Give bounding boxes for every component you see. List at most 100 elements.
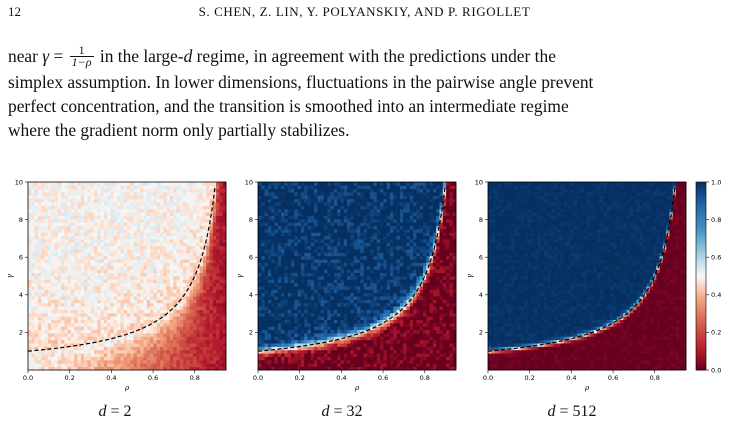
heatmap-cell	[160, 353, 164, 357]
heatmap-cell	[271, 356, 275, 361]
heatmap-cell	[350, 326, 355, 331]
heatmap-cell	[264, 323, 269, 327]
heatmap-cell	[186, 289, 191, 294]
heatmap-cell	[393, 316, 397, 320]
heatmap-cell	[44, 289, 49, 294]
heatmap-cell	[209, 195, 214, 200]
heatmap-cell	[317, 356, 322, 361]
heatmap-cell	[219, 205, 224, 210]
heatmap-cell	[366, 333, 371, 337]
heatmap-cell	[193, 309, 197, 314]
heatmap-cell	[183, 296, 187, 300]
heatmap-cell	[107, 309, 111, 314]
heatmap-cell	[113, 232, 118, 237]
heatmap-cell	[77, 296, 82, 300]
heatmap-cell	[77, 343, 82, 347]
heatmap-cell	[110, 276, 115, 280]
heatmap-cell	[173, 289, 177, 294]
heatmap-cell	[28, 222, 32, 226]
heatmap-cell	[193, 323, 197, 327]
heatmap-cell	[396, 316, 401, 320]
heatmap-cell	[54, 336, 59, 341]
heatmap-cell	[57, 242, 62, 247]
heatmap-cell	[196, 316, 200, 320]
heatmap-cell	[222, 292, 227, 297]
heatmap-cell	[37, 309, 42, 314]
heatmap-cell	[136, 286, 141, 290]
heatmap-cell	[179, 212, 184, 216]
heatmap-cell	[176, 309, 181, 314]
heatmap-cell	[84, 252, 88, 257]
heatmap-cell	[449, 329, 454, 334]
heatmap-cell	[432, 326, 437, 331]
heatmap-cell	[133, 302, 138, 307]
heatmap-cell	[186, 319, 191, 324]
heatmap-cell	[110, 218, 115, 223]
heatmap-cell	[370, 292, 374, 297]
heatmap-cell	[432, 329, 437, 334]
heatmap-cell	[57, 312, 62, 317]
heatmap-cell	[396, 306, 401, 310]
heatmap-cell	[80, 218, 85, 223]
heatmap-cell	[396, 299, 401, 304]
heatmap-cell	[160, 202, 164, 206]
heatmap-cell	[169, 312, 174, 317]
heatmap-cell	[57, 319, 62, 324]
heatmap-cell	[386, 319, 391, 324]
heatmap-cell	[136, 346, 141, 351]
heatmap-cell	[44, 276, 49, 280]
heatmap-cell	[189, 218, 194, 223]
heatmap-cell	[202, 242, 207, 247]
heatmap-cell	[317, 346, 322, 351]
heatmap-cell	[206, 249, 210, 253]
heatmap-cell	[143, 302, 148, 307]
heatmap-cell	[277, 302, 282, 307]
heatmap-cell	[393, 366, 397, 371]
heatmap-cell	[64, 229, 68, 233]
heatmap-cell	[41, 182, 45, 186]
heatmap-cell	[84, 225, 88, 230]
heatmap-cell	[419, 302, 424, 307]
heatmap-cell	[307, 356, 312, 361]
heatmap-cell	[350, 279, 355, 284]
heatmap-cell	[173, 259, 177, 263]
heatmap-cell	[186, 339, 191, 344]
heatmap-cell	[130, 239, 134, 243]
heatmap-cell	[193, 289, 197, 294]
heatmap-cell	[176, 218, 181, 223]
heatmap-cell	[64, 346, 68, 351]
heatmap-cell	[160, 262, 164, 267]
heatmap-cell	[150, 225, 154, 230]
heatmap-cell	[396, 343, 401, 347]
heatmap-cell	[136, 249, 141, 253]
heatmap-cell	[150, 289, 154, 294]
heatmap-cell	[281, 336, 285, 341]
heatmap-cell	[380, 309, 384, 314]
heatmap-cell	[202, 336, 207, 341]
heatmap-cell	[127, 272, 131, 277]
heatmap-cell	[403, 336, 407, 341]
heatmap-cell	[140, 212, 144, 216]
heatmap-cell	[44, 212, 49, 216]
heatmap-cell	[390, 309, 394, 314]
heatmap-cell	[209, 242, 214, 247]
heatmap-cell	[261, 316, 265, 320]
heatmap-cell	[212, 249, 217, 253]
heatmap-cell	[357, 312, 361, 317]
heatmap-cell	[123, 282, 128, 287]
heatmap-cell	[202, 356, 207, 361]
heatmap-cell	[189, 336, 194, 341]
heatmap-cell	[219, 195, 224, 200]
heatmap-cell	[153, 239, 158, 243]
heatmap-cell	[140, 198, 144, 203]
heatmap-cell	[153, 323, 158, 327]
heatmap-cell	[80, 229, 85, 233]
heatmap-cell	[143, 286, 148, 290]
heatmap-cell	[327, 336, 331, 341]
heatmap-cell	[216, 269, 220, 273]
heatmap-cell	[386, 366, 391, 371]
heatmap-cell	[209, 188, 214, 193]
heatmap-cell	[176, 245, 181, 250]
heatmap-cell	[189, 363, 194, 367]
heatmap-cell	[97, 343, 101, 347]
